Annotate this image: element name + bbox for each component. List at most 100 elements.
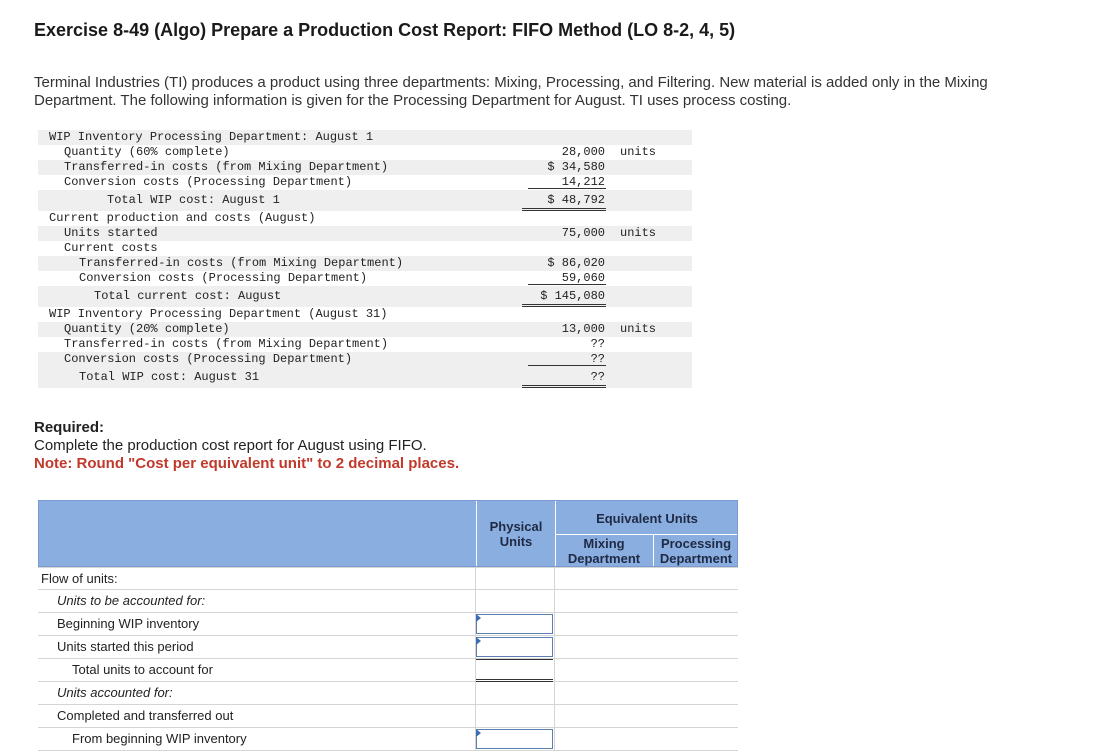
column-divider <box>475 636 476 658</box>
column-divider <box>475 613 476 635</box>
required-text: Complete the production cost report for … <box>34 437 427 454</box>
data-label: Transferred-in costs (from Mixing Depart… <box>79 256 404 270</box>
data-label: WIP Inventory Processing Department (Aug… <box>49 307 388 321</box>
beginning-wip-physical-units-input[interactable] <box>476 614 553 634</box>
row-label: Flow of units: <box>41 571 118 586</box>
data-label: Transferred-in costs (from Mixing Depart… <box>64 160 389 174</box>
data-label: Current production and costs (August) <box>49 211 316 225</box>
column-divider <box>554 682 555 704</box>
table-row: Beginning WIP inventory <box>38 613 738 636</box>
from-beginning-wip-physical-units-input[interactable] <box>476 729 553 749</box>
row-label: Units accounted for: <box>57 685 173 700</box>
double-underline <box>522 304 606 307</box>
data-label: Total current cost: August <box>94 289 282 303</box>
data-row: Transferred-in costs (from Mixing Depart… <box>38 337 692 352</box>
header-divider <box>555 534 737 535</box>
data-row: Current production and costs (August) <box>38 211 692 226</box>
underline <box>528 365 606 366</box>
column-divider <box>554 705 555 727</box>
row-label: Total units to account for <box>72 662 213 677</box>
given-data-table: WIP Inventory Processing Department: Aug… <box>38 130 692 388</box>
data-row: WIP Inventory Processing Department (Aug… <box>38 307 692 322</box>
data-value: 75,000 <box>561 226 605 240</box>
data-row: Conversion costs (Processing Department)… <box>38 352 692 367</box>
data-row: Transferred-in costs (from Mixing Depart… <box>38 160 692 175</box>
data-label: Conversion costs (Processing Department) <box>64 175 353 189</box>
data-row: Conversion costs (Processing Department)… <box>38 175 692 190</box>
data-label: Total WIP cost: August 31 <box>79 370 260 384</box>
column-divider <box>554 568 555 589</box>
data-row: Total WIP cost: August 1 $ 48,792 <box>38 190 692 211</box>
row-label: Units started this period <box>57 639 194 654</box>
table-row: Total units to account for <box>38 659 738 682</box>
double-underline <box>522 208 606 211</box>
data-value: 28,000 <box>561 145 605 159</box>
row-label: Units to be accounted for: <box>57 593 206 608</box>
data-unit: units <box>620 226 657 240</box>
underline <box>528 188 606 189</box>
data-value: ?? <box>590 370 605 384</box>
data-label: Units started <box>64 226 158 240</box>
mixing-department-header: Mixing Department <box>567 536 641 566</box>
table-row: Units started this period <box>38 636 738 659</box>
table-row: Units to be accounted for: <box>38 590 738 613</box>
table-row: Flow of units: <box>38 567 738 590</box>
report-header: Physical Units Equivalent Units Mixing D… <box>38 500 738 567</box>
column-divider <box>475 659 476 681</box>
data-row: Conversion costs (Processing Department)… <box>38 271 692 286</box>
data-label: Conversion costs (Processing Department) <box>79 271 368 285</box>
processing-department-header: Processing Department <box>659 536 733 566</box>
data-label: Quantity (60% complete) <box>64 145 230 159</box>
header-divider <box>476 501 477 566</box>
data-row: Quantity (20% complete) 13,000 units <box>38 322 692 337</box>
table-row: From beginning WIP inventory <box>38 728 738 751</box>
underline <box>528 284 606 285</box>
data-label: Conversion costs (Processing Department) <box>64 352 353 366</box>
data-value: ?? <box>590 352 605 366</box>
physical-units-header: Physical Units <box>489 519 543 549</box>
data-value: $ 145,080 <box>540 289 605 303</box>
column-divider <box>554 613 555 635</box>
data-label: Current costs <box>64 241 158 255</box>
data-row: Current costs <box>38 241 692 256</box>
data-value: $ 48,792 <box>547 193 605 207</box>
data-row: Total current cost: August $ 145,080 <box>38 286 692 307</box>
column-divider <box>554 636 555 658</box>
row-label: Completed and transferred out <box>57 708 234 723</box>
data-label: WIP Inventory Processing Department: Aug… <box>49 130 374 144</box>
data-row: Quantity (60% complete) 28,000 units <box>38 145 692 160</box>
data-value: 59,060 <box>561 271 605 285</box>
row-label: From beginning WIP inventory <box>72 731 247 746</box>
data-value: ?? <box>590 337 605 351</box>
units-started-physical-units-input[interactable] <box>476 637 553 657</box>
column-divider <box>475 682 476 704</box>
table-row: Units accounted for: <box>38 682 738 705</box>
header-divider <box>555 501 556 566</box>
required-heading: Required: <box>34 419 105 436</box>
data-unit: units <box>620 145 657 159</box>
column-divider <box>475 705 476 727</box>
equivalent-units-header: Equivalent Units <box>596 511 698 526</box>
data-value: 13,000 <box>561 322 605 336</box>
rounding-note: Note: Round "Cost per equivalent unit" t… <box>34 455 460 472</box>
row-label: Beginning WIP inventory <box>57 616 200 631</box>
data-value: 14,212 <box>561 175 605 189</box>
column-divider <box>554 728 555 750</box>
data-row: Units started 75,000 units <box>38 226 692 241</box>
data-value: $ 34,580 <box>547 160 605 174</box>
data-label: Total WIP cost: August 1 <box>107 193 280 207</box>
column-divider <box>554 659 555 681</box>
column-divider <box>475 728 476 750</box>
header-divider <box>653 534 654 566</box>
required-section: Required: Complete the production cost r… <box>34 419 459 473</box>
production-cost-report: Physical Units Equivalent Units Mixing D… <box>38 500 738 754</box>
data-value: $ 86,020 <box>547 256 605 270</box>
data-label: Quantity (20% complete) <box>64 322 230 336</box>
column-divider <box>475 568 476 589</box>
exercise-title: Exercise 8-49 (Algo) Prepare a Productio… <box>34 20 736 40</box>
column-divider <box>554 590 555 612</box>
intro-paragraph: Terminal Industries (TI) produces a prod… <box>34 74 988 109</box>
table-row: Completed and transferred out <box>38 705 738 728</box>
data-unit: units <box>620 322 657 336</box>
data-row: WIP Inventory Processing Department: Aug… <box>38 130 692 145</box>
